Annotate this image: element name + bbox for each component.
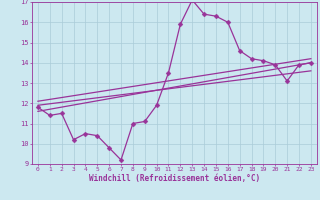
X-axis label: Windchill (Refroidissement éolien,°C): Windchill (Refroidissement éolien,°C) [89, 174, 260, 183]
